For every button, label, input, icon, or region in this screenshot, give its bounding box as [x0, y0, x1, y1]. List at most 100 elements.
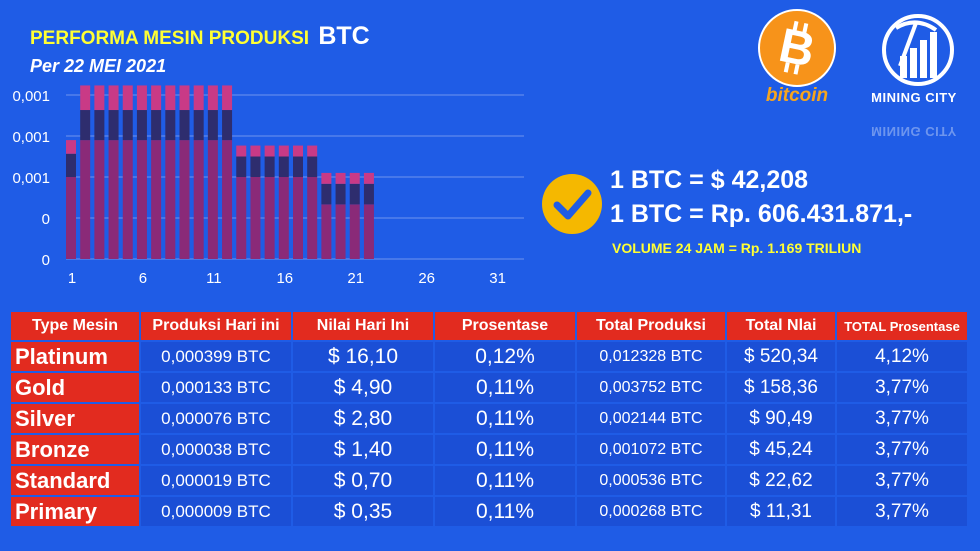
percentage: 0,11%	[435, 404, 575, 433]
bar-segment	[136, 85, 147, 111]
bar-segment	[264, 145, 275, 157]
bar-segment	[122, 140, 133, 259]
total-production: 0,001072 BTC	[577, 435, 725, 464]
total-value: $ 520,34	[727, 342, 835, 371]
bar-segment	[236, 177, 247, 259]
x-tick-label: 26	[418, 270, 435, 287]
total-percentage: 3,77%	[837, 373, 967, 402]
bar-segment	[307, 177, 318, 259]
col-value-today: Nilai Hari Ini	[293, 312, 433, 340]
value-today: $ 0,70	[293, 466, 433, 495]
bar-segment	[151, 140, 162, 259]
value-today: $ 16,10	[293, 342, 433, 371]
total-production: 0,000536 BTC	[577, 466, 725, 495]
bar-segment	[321, 172, 332, 184]
bar-segment	[307, 145, 318, 157]
y-tick-label: 0,001	[12, 88, 50, 105]
machine-type: Gold	[11, 373, 139, 402]
col-production-today: Produksi Hari ini	[141, 312, 291, 340]
x-tick-label: 31	[489, 270, 506, 287]
bar-segment	[207, 110, 218, 141]
machine-type: Platinum	[11, 342, 139, 371]
table-row: Primary 0,000009 BTC $ 0,35 0,11% 0,0002…	[11, 497, 967, 526]
bar-segment	[66, 153, 76, 177]
bar-segment	[236, 145, 247, 157]
bar-segment	[193, 85, 204, 111]
bar-segment	[264, 177, 275, 259]
bar-segment	[293, 177, 303, 259]
bar-segment	[222, 110, 233, 141]
mining-city-logo-text: MINING CITY	[871, 90, 957, 105]
bar-segment	[151, 110, 162, 141]
col-total-value: Total Nlai	[727, 312, 835, 340]
production-today: 0,000038 BTC	[141, 435, 291, 464]
bar-segment	[193, 140, 204, 259]
total-value: $ 11,31	[727, 497, 835, 526]
bar-segment	[136, 140, 147, 259]
bar-segment	[94, 110, 105, 141]
bar-segment	[122, 110, 133, 141]
bar-segment	[151, 85, 162, 111]
bar-segment	[165, 85, 176, 111]
total-value: $ 22,62	[727, 466, 835, 495]
btc-idr-rate: 1 BTC = Rp. 606.431.871,-	[610, 200, 913, 228]
bar-segment	[349, 183, 360, 205]
bar-segment	[363, 172, 374, 184]
bitcoin-logo-icon: B	[758, 9, 836, 87]
bar-segment	[335, 204, 346, 259]
production-today: 0,000076 BTC	[141, 404, 291, 433]
machine-type: Standard	[11, 466, 139, 495]
total-production: 0,000268 BTC	[577, 497, 725, 526]
bar-segment	[94, 140, 105, 259]
bar-segment	[222, 140, 233, 259]
bar-segment	[278, 177, 289, 259]
x-tick-label: 11	[206, 270, 222, 287]
bar-segment	[278, 145, 289, 157]
production-table: Type Mesin Produksi Hari ini Nilai Hari …	[9, 310, 969, 528]
production-today: 0,000133 BTC	[141, 373, 291, 402]
bar-segment	[363, 183, 374, 205]
y-tick-label: 0,001	[12, 129, 50, 146]
bar-segment	[321, 183, 332, 205]
value-today: $ 4,90	[293, 373, 433, 402]
col-type: Type Mesin	[11, 312, 139, 340]
machine-type: Primary	[11, 497, 139, 526]
bar-segment	[222, 85, 233, 111]
bar-segment	[80, 140, 91, 259]
bar-segment	[193, 110, 204, 141]
bar-segment	[179, 85, 190, 111]
total-percentage: 3,77%	[837, 404, 967, 433]
btc-usd-rate: 1 BTC = $ 42,208	[610, 166, 809, 194]
bar-segment	[165, 110, 176, 141]
table-row: Bronze 0,000038 BTC $ 1,40 0,11% 0,00107…	[11, 435, 967, 464]
production-today: 0,000009 BTC	[141, 497, 291, 526]
total-production: 0,012328 BTC	[577, 342, 725, 371]
y-tick-label: 0,001	[12, 170, 50, 187]
page-title: PERFORMA MESIN PRODUKSI BTC	[30, 22, 370, 51]
bar-segment	[307, 156, 318, 177]
total-percentage: 3,77%	[837, 497, 967, 526]
total-percentage: 3,77%	[837, 466, 967, 495]
machine-type: Bronze	[11, 435, 139, 464]
bar-segment	[80, 110, 91, 141]
bar-segment	[293, 156, 303, 177]
bar-segment	[108, 110, 119, 141]
bar-segment	[250, 156, 261, 177]
bar-segment	[335, 183, 346, 205]
bar-segment	[363, 204, 374, 259]
bar-segment	[108, 140, 119, 259]
percentage: 0,11%	[435, 466, 575, 495]
bar-segment	[349, 172, 360, 184]
total-production: 0,002144 BTC	[577, 404, 725, 433]
bar-segment	[179, 110, 190, 141]
bar-segment	[250, 177, 261, 259]
title-coin: BTC	[318, 22, 370, 50]
checkmark-icon	[542, 174, 602, 234]
bar-segment	[122, 85, 133, 111]
production-today: 0,000019 BTC	[141, 466, 291, 495]
bar-segment	[293, 145, 303, 157]
table-row: Platinum 0,000399 BTC $ 16,10 0,12% 0,01…	[11, 342, 967, 371]
volume-24h: VOLUME 24 JAM = Rp. 1.169 TRILIUN	[612, 240, 862, 256]
value-today: $ 0,35	[293, 497, 433, 526]
